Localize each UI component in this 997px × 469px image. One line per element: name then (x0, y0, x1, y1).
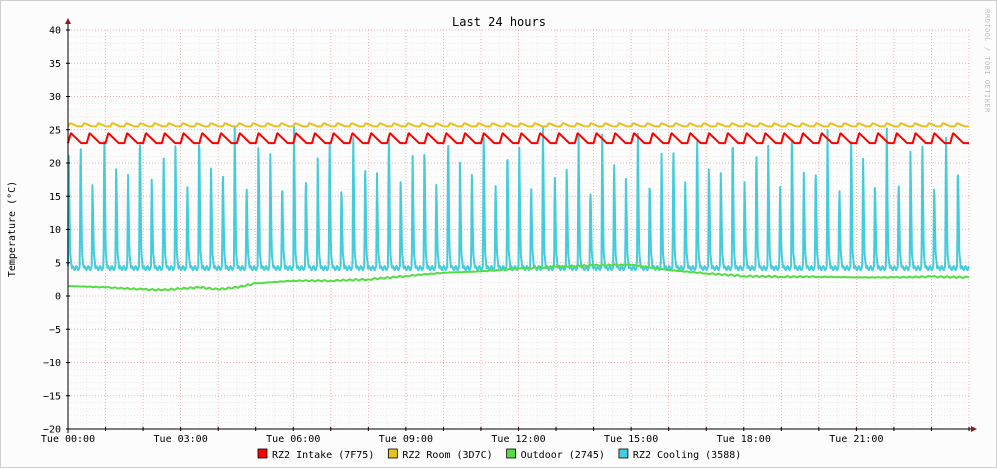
x-tick-label: Tue 12:00 (491, 434, 545, 445)
series-line-2 (67, 263, 970, 292)
y-tick-label: 0 (55, 292, 61, 303)
axes (65, 18, 977, 433)
legend-swatch (387, 448, 398, 459)
legend-item-3: RZ2 Cooling (3588) (618, 448, 741, 461)
legend: RZ2 Intake (7F75) RZ2 Room (3D7C) Outdoor … (257, 448, 741, 461)
y-tick-label: −20 (43, 425, 61, 436)
legend-swatch (506, 448, 517, 459)
series-line-1 (67, 122, 970, 128)
series-line-3 (67, 125, 970, 272)
y-tick-label: −15 (43, 391, 61, 402)
y-tick-label: 35 (49, 59, 61, 70)
watermark: RRDTOOL / TOBI OETIKER (983, 9, 991, 113)
y-tick-label: 30 (49, 92, 61, 103)
y-axis-arrow (65, 18, 71, 24)
y-axis-label: Temperature (°C) (7, 181, 18, 277)
legend-item-2: Outdoor (2745) (506, 448, 605, 461)
y-tick-labels: 40 35 30 25 20 15 10 5 0 −5 −10 −15 −20 (43, 26, 61, 436)
x-tick-labels: Tue 00:00 Tue 03:00 Tue 06:00 Tue 09:00 Tue … (41, 434, 884, 445)
chart-title: Last 24 hours (452, 15, 546, 29)
legend-item-1: RZ2 Room (3D7C) (387, 448, 493, 461)
x-tick-label: Tue 21:00 (829, 434, 883, 445)
legend-swatch (257, 448, 268, 459)
x-tick-label: Tue 00:00 (41, 434, 95, 445)
legend-label: Outdoor (2745) (521, 450, 605, 461)
legend-item-0: RZ2 Intake (7F75) (257, 448, 374, 461)
legend-label: RZ2 Cooling (3588) (633, 450, 741, 461)
y-tick-label: 15 (49, 192, 61, 203)
y-tick-label: 20 (49, 159, 61, 170)
x-tick-label: Tue 03:00 (154, 434, 208, 445)
legend-label: RZ2 Intake (7F75) (272, 450, 374, 461)
x-tick-label: Tue 09:00 (379, 434, 433, 445)
y-tick-label: −10 (43, 358, 61, 369)
y-tick-label: 40 (49, 26, 61, 37)
y-tick-label: 10 (49, 225, 61, 236)
x-tick-label: Tue 18:00 (717, 434, 771, 445)
series-line-0 (67, 132, 970, 145)
series-layer (67, 122, 970, 292)
major-grid (67, 29, 970, 430)
y-tick-label: −5 (49, 325, 61, 336)
x-tick-label: Tue 15:00 (604, 434, 658, 445)
y-tick-label: 25 (49, 125, 61, 136)
legend-swatch (618, 448, 629, 459)
x-tick-label: Tue 06:00 (266, 434, 320, 445)
legend-label: RZ2 Room (3D7C) (402, 450, 492, 461)
y-tick-label: 5 (55, 258, 61, 269)
x-axis-arrow (971, 426, 977, 432)
